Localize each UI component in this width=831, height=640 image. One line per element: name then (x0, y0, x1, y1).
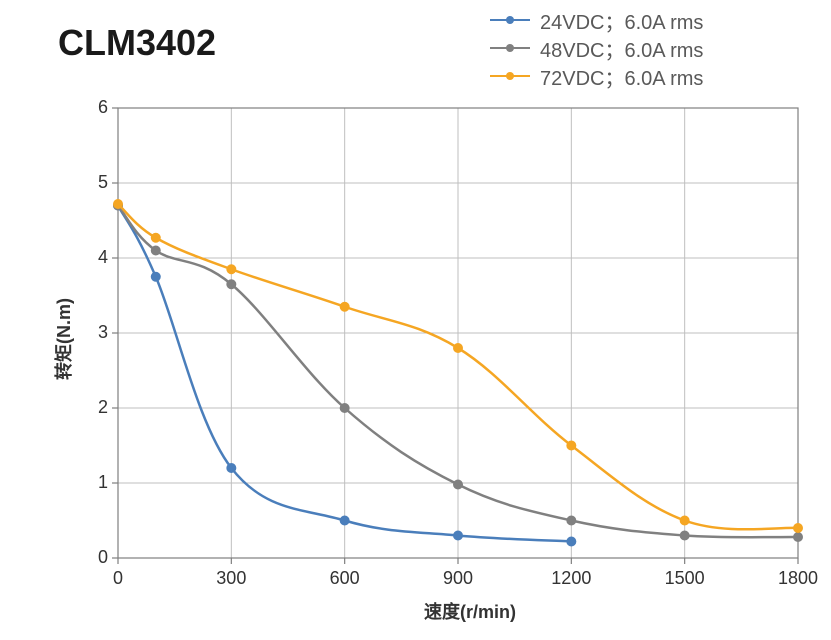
x-tick-label: 1500 (655, 568, 715, 589)
y-tick-label: 3 (68, 322, 108, 343)
chart-container: { "title": { "text": "CLM3402", "fontsiz… (0, 0, 831, 640)
legend-dot-icon (506, 72, 514, 80)
plot-area (118, 108, 798, 558)
legend-dot-icon (506, 44, 514, 52)
legend-item-48v: 48VDC；6.0A rms (490, 34, 703, 62)
y-tick-label: 6 (68, 97, 108, 118)
legend-label: 72VDC；6.0A rms (540, 62, 703, 91)
y-tick-label: 1 (68, 472, 108, 493)
chart-title: CLM3402 (58, 22, 216, 64)
legend-line-icon (490, 19, 530, 21)
legend-item-72v: 72VDC；6.0A rms (490, 62, 703, 90)
y-tick-label: 2 (68, 397, 108, 418)
legend-label: 48VDC；6.0A rms (540, 34, 703, 63)
x-tick-label: 1800 (768, 568, 828, 589)
x-tick-label: 0 (88, 568, 148, 589)
legend-item-24v: 24VDC；6.0A rms (490, 6, 703, 34)
x-tick-label: 300 (201, 568, 261, 589)
y-tick-label: 0 (68, 547, 108, 568)
legend-line-icon (490, 47, 530, 49)
legend-line-icon (490, 75, 530, 77)
legend-dot-icon (506, 16, 514, 24)
x-tick-label: 600 (315, 568, 375, 589)
legend: 24VDC；6.0A rms 48VDC；6.0A rms 72VDC；6.0A… (490, 6, 703, 90)
x-axis-label: 速度(r/min) (370, 598, 570, 624)
x-tick-label: 1200 (541, 568, 601, 589)
legend-label: 24VDC；6.0A rms (540, 6, 703, 35)
x-tick-label: 900 (428, 568, 488, 589)
y-tick-label: 5 (68, 172, 108, 193)
y-tick-label: 4 (68, 247, 108, 268)
